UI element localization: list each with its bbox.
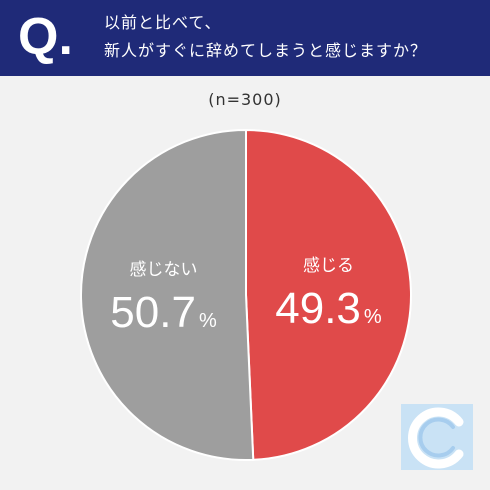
logo-c-shape: [408, 407, 464, 469]
question-line-2: 新人がすぐに辞めてしまうと感じますか？: [104, 41, 428, 60]
slice-label-agree: 感じる: [303, 256, 354, 276]
slice-value-agree: 49.3%: [275, 284, 382, 333]
logo-inner-arc: [418, 417, 455, 458]
question-text: 以前と比べて、 新人がすぐに辞めてしまうと感じますか？: [104, 9, 484, 65]
question-line-1: 以前と比べて、: [104, 13, 222, 32]
pie-slice-disagree: [80, 128, 255, 461]
c-logo-icon: [401, 404, 473, 470]
question-header: Q. 以前と比べて、 新人がすぐに辞めてしまうと感じますか？: [0, 0, 490, 76]
sample-size: (n=300): [208, 90, 282, 109]
slice-value-disagree: 50.7%: [110, 288, 217, 337]
slice-label-disagree: 感じない: [130, 260, 198, 280]
q-mark: Q.: [18, 8, 73, 66]
pie-slice-agree: [245, 128, 412, 461]
